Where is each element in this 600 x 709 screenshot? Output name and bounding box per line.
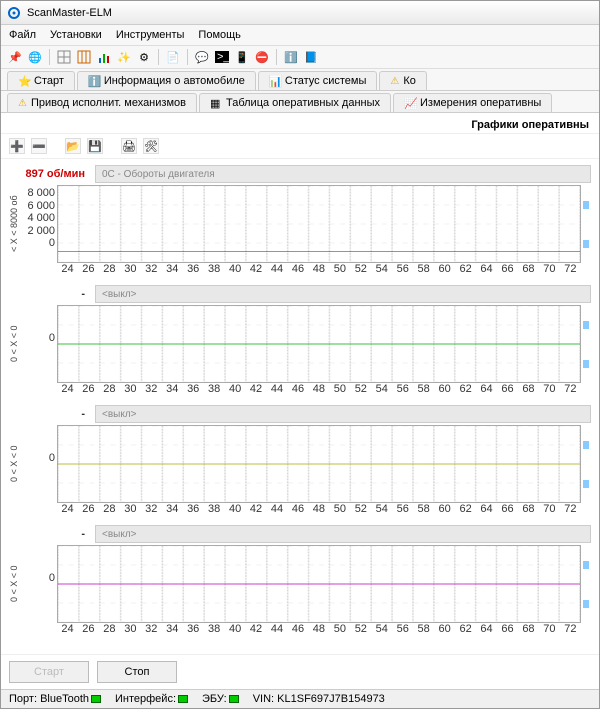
sep bbox=[158, 49, 159, 65]
menu-help[interactable]: Помощь bbox=[198, 29, 241, 41]
y-axis-label: 0 < X < 0 bbox=[9, 545, 23, 623]
y-axis-label: 0 < X < 0 bbox=[9, 305, 23, 383]
sep bbox=[187, 49, 188, 65]
charts-area: 897 об/мин 0C - Обороты двигателя < X < 80… bbox=[1, 159, 599, 654]
x-axis: 2426283032343638404244464850525456586062… bbox=[9, 383, 591, 395]
chart-selector[interactable]: <выкл> bbox=[95, 285, 591, 303]
status-port: Порт: BlueTooth bbox=[9, 693, 101, 705]
window-title: ScanMaster-ELM bbox=[27, 7, 112, 19]
menu-tools[interactable]: Инструменты bbox=[116, 29, 185, 41]
print-icon[interactable]: 🖨 bbox=[121, 138, 137, 154]
tool-book-icon[interactable]: 📘 bbox=[303, 49, 319, 65]
menu-file[interactable]: Файл bbox=[9, 29, 36, 41]
plot-area bbox=[57, 545, 581, 623]
chart-selector[interactable]: <выкл> bbox=[95, 525, 591, 543]
main-toolbar: 📌 🌐 ✨ ⚙ 📄 💬 >_ 📱 ⛔ ℹ️ 📘 bbox=[1, 46, 599, 69]
tab-system-status[interactable]: 📊Статус системы bbox=[258, 71, 377, 90]
chart-1: -<выкл> 0 < X < 0024262830323436384042444… bbox=[9, 283, 591, 395]
menu-settings[interactable]: Установки bbox=[50, 29, 102, 41]
tool-grid1-icon[interactable] bbox=[56, 49, 72, 65]
start-button[interactable]: Старт bbox=[9, 661, 89, 683]
chart-3: -<выкл> 0 < X < 0024262830323436384042444… bbox=[9, 523, 591, 635]
side-markers bbox=[581, 425, 591, 503]
statusbar: Порт: BlueTooth Интерфейс: ЭБУ: VIN: KL1… bbox=[1, 689, 599, 708]
tab-vehicle-info[interactable]: ℹ️Информация о автомобиле bbox=[77, 71, 256, 90]
sep bbox=[276, 49, 277, 65]
add-chart-icon[interactable]: ➕ bbox=[9, 138, 25, 154]
remove-chart-icon[interactable]: ➖ bbox=[31, 138, 47, 154]
y-axis-ticks: 0 bbox=[23, 305, 57, 383]
chart-selector[interactable]: <выкл> bbox=[95, 405, 591, 423]
chart-selector[interactable]: 0C - Обороты двигателя bbox=[95, 165, 591, 183]
tab-measurements[interactable]: 📈Измерения оперативны bbox=[393, 93, 552, 112]
sep bbox=[49, 49, 50, 65]
tab-row-2: Привод исполнит. механизмов ▦Таблица опе… bbox=[1, 91, 599, 113]
chart-value: - bbox=[9, 528, 89, 540]
side-markers bbox=[581, 185, 591, 263]
chart-value: - bbox=[9, 288, 89, 300]
plot-area bbox=[57, 185, 581, 263]
y-axis-ticks: 0 bbox=[23, 545, 57, 623]
chart-icon: 📈 bbox=[404, 97, 416, 109]
y-axis-ticks: 8 0006 0004 0002 0000 bbox=[23, 185, 57, 263]
iface-led-icon bbox=[178, 695, 188, 703]
tool-grid2-icon[interactable] bbox=[76, 49, 92, 65]
titlebar: ScanMaster-ELM bbox=[1, 1, 599, 25]
app-icon bbox=[7, 6, 21, 20]
tool-gear-icon[interactable]: ⚙ bbox=[136, 49, 152, 65]
tool-chart-icon[interactable] bbox=[96, 49, 112, 65]
tab-start[interactable]: ⭐Старт bbox=[7, 71, 75, 90]
status-icon: 📊 bbox=[269, 75, 281, 87]
tab-codes[interactable]: Ко bbox=[379, 71, 427, 90]
chart-toolbar: ➕ ➖ 📂 💾 🖨 🛠 bbox=[1, 134, 599, 159]
side-markers bbox=[581, 545, 591, 623]
x-axis: 2426283032343638404244464850525456586062… bbox=[9, 503, 591, 515]
tool-pin-icon[interactable]: 📌 bbox=[7, 49, 23, 65]
tool-stop-icon[interactable]: ⛔ bbox=[254, 49, 270, 65]
tool-globe-icon[interactable]: 🌐 bbox=[27, 49, 43, 65]
x-axis: 2426283032343638404244464850525456586062… bbox=[9, 623, 591, 635]
app-window: ScanMaster-ELM Файл Установки Инструмент… bbox=[0, 0, 600, 709]
tool-doc-icon[interactable]: 📄 bbox=[165, 49, 181, 65]
menubar: Файл Установки Инструменты Помощь bbox=[1, 25, 599, 46]
side-markers bbox=[581, 305, 591, 383]
tool-chat-icon[interactable]: 💬 bbox=[194, 49, 210, 65]
table-icon: ▦ bbox=[210, 97, 222, 109]
chart-2: -<выкл> 0 < X < 0024262830323436384042444… bbox=[9, 403, 591, 515]
tool-wand-icon[interactable]: ✨ bbox=[116, 49, 132, 65]
y-axis-ticks: 0 bbox=[23, 425, 57, 503]
port-led-icon bbox=[91, 695, 101, 703]
open-icon[interactable]: 📂 bbox=[65, 138, 81, 154]
y-axis-label: 0 < X < 0 bbox=[9, 425, 23, 503]
svg-text:>_: >_ bbox=[217, 51, 229, 63]
tab-row-1: ⭐Старт ℹ️Информация о автомобиле 📊Статус… bbox=[1, 69, 599, 91]
info-icon: ℹ️ bbox=[88, 75, 100, 87]
settings-icon[interactable]: 🛠 bbox=[143, 138, 159, 154]
x-axis: 2426283032343638404244464850525456586062… bbox=[9, 263, 591, 275]
tool-term-icon[interactable]: >_ bbox=[214, 49, 230, 65]
page-title: Графики оперативны bbox=[1, 113, 599, 134]
stop-button[interactable]: Стоп bbox=[97, 661, 177, 683]
save-icon[interactable]: 💾 bbox=[87, 138, 103, 154]
plot-area bbox=[57, 425, 581, 503]
status-ecu: ЭБУ: bbox=[202, 693, 239, 705]
chart-0: 897 об/мин 0C - Обороты двигателя < X < 80… bbox=[9, 163, 591, 275]
y-axis-label: < X < 8000 об bbox=[9, 185, 23, 263]
chart-value: - bbox=[9, 408, 89, 420]
star-icon: ⭐ bbox=[18, 75, 30, 87]
plot-area bbox=[57, 305, 581, 383]
tool-device-icon[interactable]: 📱 bbox=[234, 49, 250, 65]
status-iface: Интерфейс: bbox=[115, 693, 188, 705]
button-row: Старт Стоп bbox=[1, 654, 599, 689]
chart-value: 897 об/мин bbox=[9, 168, 89, 180]
tab-actuators[interactable]: Привод исполнит. механизмов bbox=[7, 93, 197, 112]
tool-info-icon[interactable]: ℹ️ bbox=[283, 49, 299, 65]
status-vin: VIN: KL1SF697J7B154973 bbox=[253, 693, 385, 705]
tab-data-table[interactable]: ▦Таблица оперативных данных bbox=[199, 93, 391, 112]
ecu-led-icon bbox=[229, 695, 239, 703]
